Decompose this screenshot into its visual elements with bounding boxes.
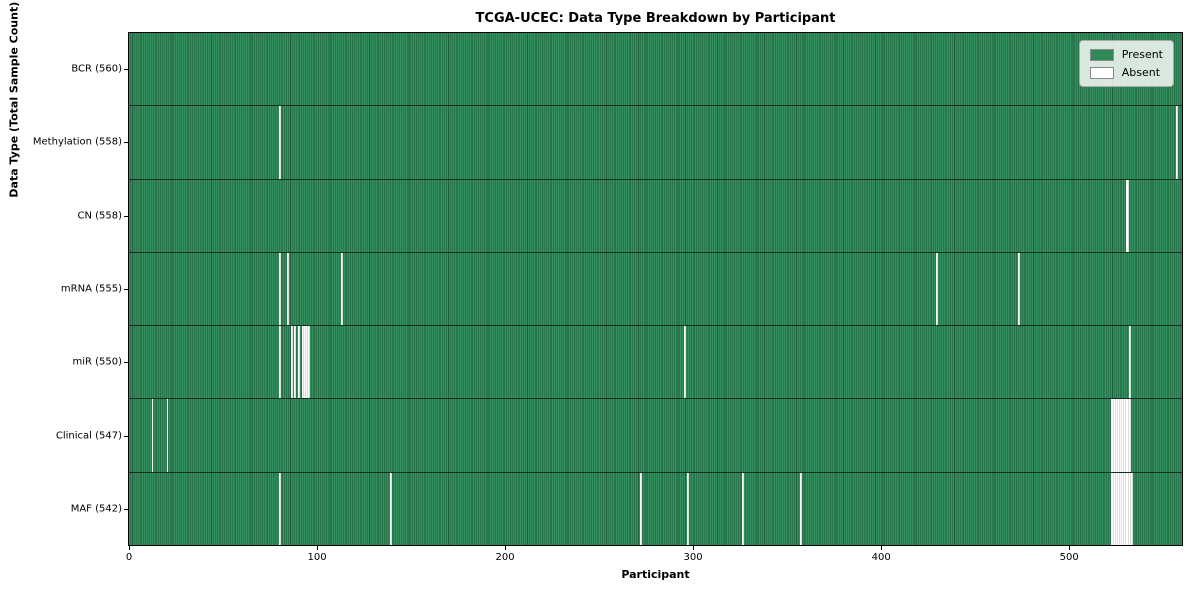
y-tick-mark	[124, 509, 128, 511]
plot-area	[128, 32, 1183, 546]
y-tick-label: Clinical (547)	[55, 430, 122, 442]
x-axis-label: Participant	[621, 568, 690, 581]
x-tick-mark	[129, 546, 130, 550]
absent-cell	[1123, 472, 1126, 545]
absent-cell	[298, 326, 301, 399]
legend-item-present: Present	[1089, 48, 1163, 61]
x-tick-mark	[505, 546, 507, 550]
absent-cell	[1125, 179, 1128, 252]
absent-cell	[1127, 179, 1130, 252]
absent-cell	[741, 472, 744, 545]
absent-cell	[1110, 472, 1113, 545]
absent-cell	[290, 326, 293, 399]
x-tick-mark	[693, 546, 695, 550]
heatmap-row-bcr	[129, 33, 1182, 107]
absent-cell	[1129, 472, 1132, 545]
absent-cell	[1118, 399, 1120, 472]
absent-cell	[166, 399, 169, 472]
chart-title: TCGA-UCEC: Data Type Breakdown by Partic…	[475, 11, 836, 26]
absent-cell	[683, 326, 686, 399]
absent-cell	[1118, 472, 1120, 545]
y-tick-label: Methylation (558)	[32, 136, 122, 148]
x-tick-mark	[317, 546, 319, 550]
legend: Present Absent	[1078, 40, 1174, 87]
absent-cell	[305, 326, 308, 399]
absent-cell	[1121, 472, 1124, 545]
heatmap-row-mrna	[129, 252, 1182, 327]
y-tick-label: miR (550)	[72, 356, 122, 368]
legend-label-absent: Absent	[1121, 66, 1161, 79]
absent-cell	[1123, 399, 1126, 472]
absent-cell	[1116, 399, 1119, 472]
x-tick-label: 0	[125, 552, 133, 563]
absent-cell	[279, 472, 282, 545]
y-tick-mark	[124, 289, 128, 290]
absent-cell	[1112, 399, 1115, 472]
y-tick-label: BCR (560)	[71, 63, 122, 75]
absent-cell	[1110, 399, 1113, 472]
y-tick-mark	[124, 68, 128, 70]
y-tick-mark	[124, 215, 128, 217]
absent-cell	[1114, 399, 1117, 472]
absent-cell	[286, 252, 289, 326]
x-tick-label: 300	[683, 552, 703, 563]
legend-label-present: Present	[1121, 48, 1163, 61]
absent-cell	[1129, 326, 1132, 399]
absent-cell	[1121, 399, 1124, 472]
x-tick-label: 400	[871, 552, 891, 563]
heatmap-row-mir	[129, 326, 1182, 400]
absent-cell	[1127, 399, 1130, 472]
absent-cell	[1112, 472, 1115, 545]
legend-item-absent: Absent	[1089, 66, 1163, 79]
y-tick-label: CN (558)	[77, 210, 122, 222]
heatmap-row-maf	[129, 472, 1182, 545]
absent-cell	[1125, 399, 1128, 472]
absent-cell	[279, 106, 282, 179]
absent-cell	[1119, 472, 1122, 545]
heatmap-row-clinical	[129, 399, 1182, 473]
absent-cell	[1176, 106, 1179, 179]
absent-cell	[341, 252, 344, 326]
absent-cell	[640, 472, 643, 545]
present-swatch	[1089, 48, 1114, 61]
y-tick-label: mRNA (555)	[60, 283, 122, 295]
absent-cell	[1116, 472, 1119, 545]
heatmap-row-methylation	[129, 106, 1182, 180]
absent-cell	[687, 472, 690, 545]
absent-cell	[1125, 472, 1128, 545]
absent-cell	[1114, 472, 1117, 545]
y-tick-mark	[124, 142, 128, 144]
absent-cell	[307, 326, 310, 399]
absent-cell	[294, 326, 297, 399]
absent-cell	[1129, 399, 1132, 472]
absent-cell	[301, 326, 304, 399]
y-tick-label: MAF (542)	[70, 503, 122, 515]
y-tick-labels: BCR (560) Methylation (558) CN (558) mRNA (…	[0, 32, 122, 546]
x-tick-mark	[1069, 546, 1071, 550]
absent-cell	[303, 326, 306, 399]
absent-cell	[151, 399, 154, 472]
absent-cell	[279, 326, 282, 399]
x-tick-mark	[881, 546, 883, 550]
x-tick-label: 500	[1059, 552, 1079, 563]
x-tick-label: 200	[495, 552, 515, 563]
absent-cell	[1018, 252, 1021, 326]
x-tick-label: 100	[307, 552, 327, 563]
y-tick-mark	[124, 435, 128, 437]
heatmap-row-cn	[129, 179, 1182, 253]
absent-cell	[1127, 472, 1130, 545]
absent-cell	[935, 252, 938, 326]
absent-cell	[800, 472, 803, 545]
absent-cell	[279, 252, 282, 326]
absent-cell	[390, 472, 393, 545]
y-tick-mark	[124, 362, 128, 364]
absent-swatch	[1089, 66, 1114, 79]
absent-cell	[1119, 399, 1122, 472]
x-ticks: 0 100 200 300 400 500	[125, 546, 1182, 568]
absent-cell	[1131, 472, 1134, 545]
